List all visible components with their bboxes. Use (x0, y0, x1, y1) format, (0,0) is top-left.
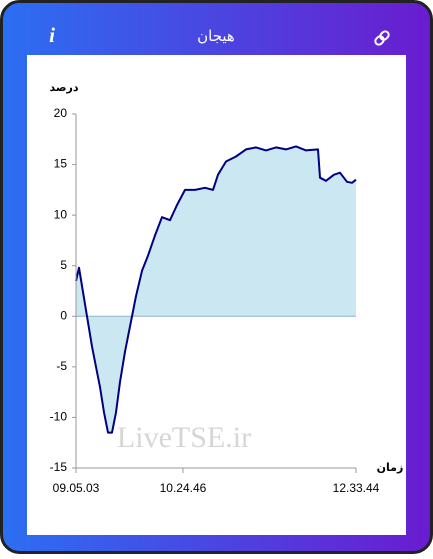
area (76, 146, 356, 433)
x-tick-label: 09.05.03 (53, 481, 100, 495)
y-tick-label: -5 (56, 359, 67, 373)
link-icon[interactable] (374, 30, 390, 46)
watermark: LiveTSE.ir (117, 421, 251, 454)
y-tick-label: 5 (60, 258, 67, 272)
info-icon[interactable]: i (49, 23, 55, 47)
y-tick-label: -10 (50, 410, 68, 424)
y-tick-label: 10 (54, 207, 68, 221)
y-axis-label: درصد (50, 82, 79, 94)
x-axis-label: زمان (377, 462, 404, 474)
x-tick-label: 12.33.44 (333, 481, 380, 495)
y-tick-label: -15 (50, 460, 68, 474)
y-tick-label: 0 (60, 308, 67, 322)
y-tick-label: 20 (54, 106, 68, 120)
y-tick-label: 15 (54, 157, 68, 171)
x-tick-label: 10.24.46 (160, 481, 207, 495)
header-title: هیجان (197, 28, 235, 45)
line (75, 145, 357, 434)
